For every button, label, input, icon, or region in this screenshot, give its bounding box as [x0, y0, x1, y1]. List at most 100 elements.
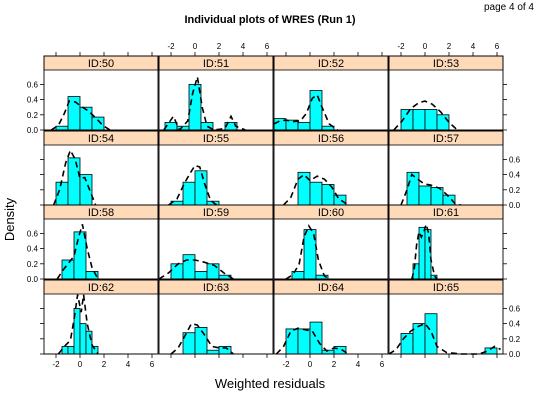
x-tick-label: 2 — [332, 360, 337, 369]
histogram-bar — [206, 349, 220, 355]
y-tick-label: 0.6 — [509, 304, 521, 313]
density-curve — [50, 100, 111, 131]
density-curve — [158, 259, 234, 280]
panel-frame — [273, 204, 389, 280]
y-tick-label: 0.6 — [27, 229, 39, 238]
panel-frame — [273, 279, 389, 355]
histogram-bar — [91, 116, 105, 131]
histogram-bar — [194, 170, 208, 206]
histogram-bar — [67, 157, 81, 206]
histogram-bar — [412, 109, 426, 131]
histogram-bar — [67, 345, 75, 355]
x-tick-label: 4 — [356, 360, 361, 369]
y-tick-label: 0.4 — [509, 320, 521, 329]
x-tick-label: -2 — [282, 360, 290, 369]
y-tick-label: 0.0 — [509, 201, 521, 210]
y-tick-label: 0.2 — [27, 260, 39, 269]
panel-label: ID:53 — [433, 58, 459, 70]
histogram-bar — [400, 333, 414, 355]
histogram-bar — [424, 229, 432, 280]
panel-label: ID:61 — [433, 207, 459, 219]
panel-label: ID:54 — [88, 133, 114, 145]
histogram-bar — [61, 345, 69, 355]
y-tick-label: 0.6 — [27, 80, 39, 89]
panel-frame — [43, 204, 159, 280]
histogram-bar — [442, 194, 456, 206]
histogram-bar — [333, 194, 347, 206]
panel-frame — [273, 55, 389, 131]
histogram-bar — [406, 171, 420, 206]
y-tick-label: 0.0 — [509, 350, 521, 359]
panel-label: ID:51 — [203, 58, 229, 70]
histogram-bar — [206, 263, 220, 280]
x-tick-label: 2 — [217, 42, 222, 51]
x-tick-label: -2 — [167, 42, 175, 51]
density-curve — [52, 148, 97, 206]
x-tick-label: 4 — [471, 42, 476, 51]
panel-frame — [43, 55, 159, 131]
y-tick-label: 0.0 — [27, 126, 39, 135]
x-tick-label: 6 — [150, 360, 155, 369]
panel-frame — [388, 204, 504, 280]
panel-label: ID:56 — [318, 133, 344, 145]
histogram-bar — [309, 90, 323, 131]
panel-label: ID:64 — [318, 282, 344, 294]
histogram-bar — [285, 328, 299, 355]
x-tick-label: -2 — [397, 42, 405, 51]
panel-frame — [43, 279, 159, 355]
page-indicator: page 4 of 4 — [483, 2, 534, 13]
y-tick-label: 0.0 — [27, 275, 39, 284]
panel-label: ID:50 — [88, 58, 114, 70]
histogram-bar — [79, 106, 93, 131]
panel-label: ID:59 — [203, 207, 229, 219]
y-tick-label: 0.4 — [27, 245, 39, 254]
panel-label: ID:62 — [88, 282, 114, 294]
histogram-bar — [430, 187, 444, 206]
x-tick-label: 4 — [126, 360, 131, 369]
y-tick-label: 0.4 — [27, 96, 39, 105]
x-tick-label: 0 — [308, 360, 313, 369]
histogram-bar — [182, 254, 196, 280]
x-tick-label: 2 — [102, 360, 107, 369]
chart-title: Individual plots of WRES (Run 1) — [184, 14, 356, 26]
density-curve — [400, 173, 462, 206]
panel-frame — [388, 55, 504, 131]
histogram-bar — [418, 185, 432, 206]
density-curve — [168, 164, 218, 206]
histogram-bar — [182, 181, 196, 206]
histogram-bar — [297, 328, 311, 355]
panel-label: ID:57 — [433, 133, 459, 145]
density-curve — [393, 100, 458, 131]
x-tick-label: 4 — [241, 42, 246, 51]
x-tick-label: 0 — [193, 42, 198, 51]
y-tick-label: 0.4 — [509, 171, 521, 180]
panel-label: ID:63 — [203, 282, 229, 294]
density-curve — [57, 294, 99, 355]
x-tick-label: -2 — [52, 360, 60, 369]
panel-label: ID:60 — [318, 207, 344, 219]
density-curve — [273, 93, 339, 131]
histogram-bar — [194, 270, 208, 280]
histogram-bar — [297, 122, 311, 131]
panel-label: ID:65 — [433, 282, 459, 294]
panel-frame — [158, 279, 274, 355]
x-tick-label: 0 — [78, 360, 83, 369]
y-tick-label: 0.2 — [27, 111, 39, 120]
y-tick-label: 0.2 — [509, 186, 521, 195]
y-tick-label: 0.2 — [509, 335, 521, 344]
x-tick-label: 6 — [495, 42, 500, 51]
histogram-bar — [170, 263, 184, 280]
panel-label: ID:55 — [203, 133, 229, 145]
panel-frame — [158, 204, 274, 280]
density-curve — [56, 224, 99, 280]
panel-frame — [388, 279, 504, 355]
histogram-bar — [412, 323, 426, 355]
density-curve — [388, 322, 501, 355]
panel-label: ID:58 — [88, 207, 114, 219]
histogram-bar — [55, 125, 69, 131]
x-tick-label: 0 — [423, 42, 428, 51]
panel-label: ID:52 — [318, 58, 344, 70]
histogram-bar — [309, 321, 323, 355]
histogram-bar — [309, 181, 323, 206]
